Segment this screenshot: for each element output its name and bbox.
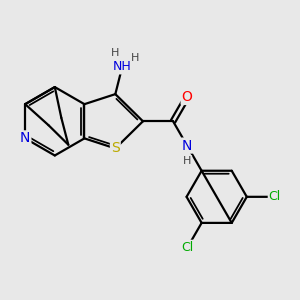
Text: H: H [111,48,119,58]
Text: NH: NH [113,60,132,74]
Text: S: S [111,141,120,155]
Text: H: H [131,53,139,63]
Text: Cl: Cl [182,241,194,254]
Text: N: N [20,131,30,146]
Text: H: H [183,156,191,166]
Text: O: O [182,90,193,104]
Text: Cl: Cl [269,190,281,203]
Text: N: N [182,139,192,153]
